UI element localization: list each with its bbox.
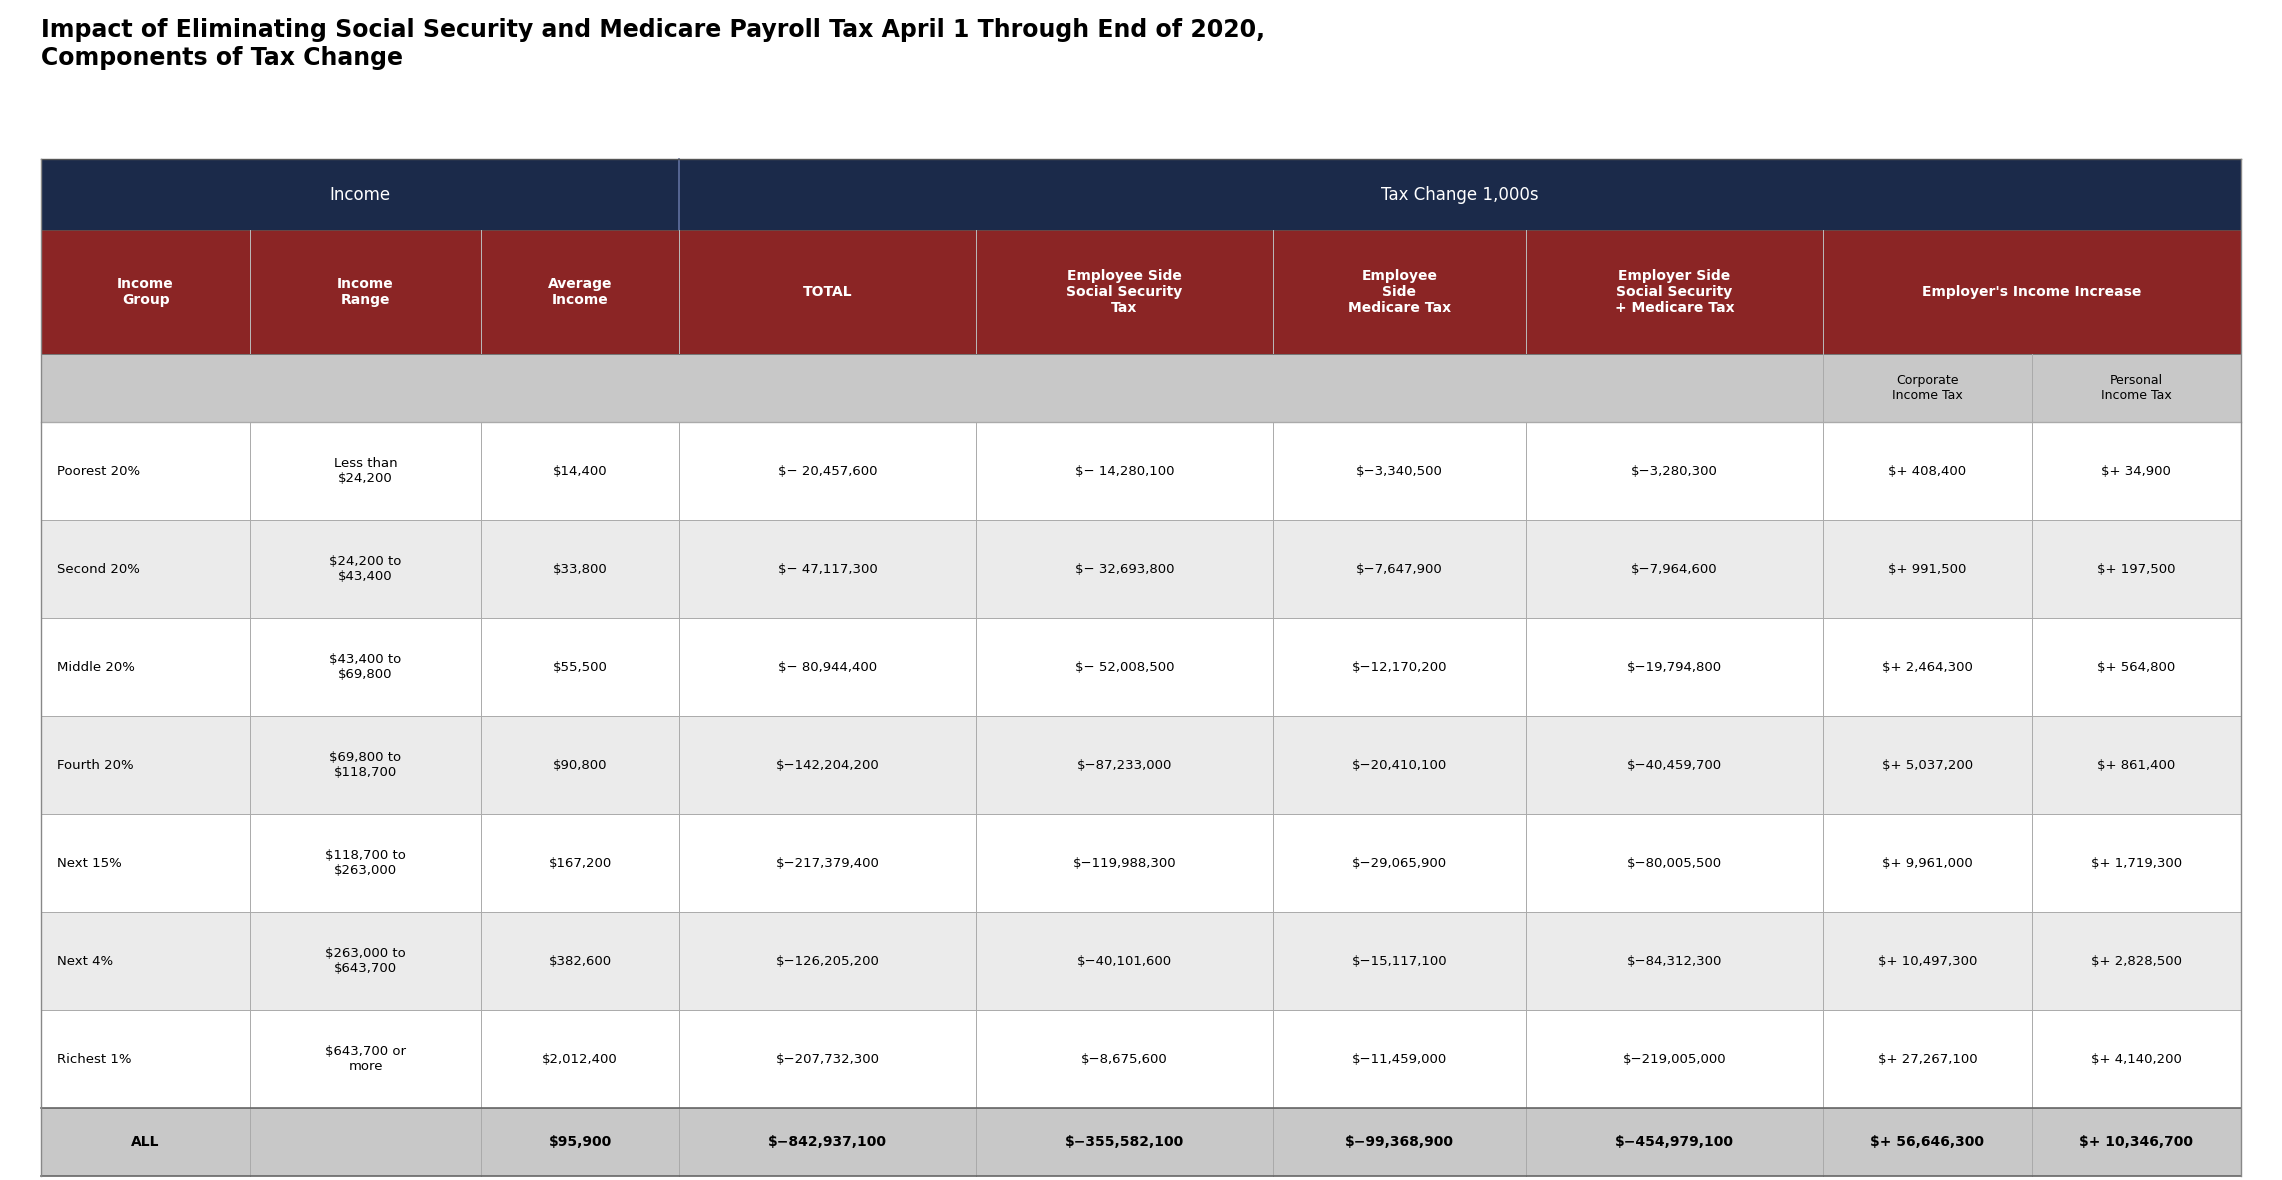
Text: $− 20,457,600: $− 20,457,600 <box>778 465 876 478</box>
Text: $−217,379,400: $−217,379,400 <box>776 857 879 870</box>
Text: $−7,964,600: $−7,964,600 <box>1632 563 1718 576</box>
Text: Personal
Income Tax: Personal Income Tax <box>2102 374 2172 402</box>
Text: $−20,410,100: $−20,410,100 <box>1351 759 1447 772</box>
Bar <box>41 814 2241 912</box>
Text: $+ 2,828,500: $+ 2,828,500 <box>2090 955 2182 968</box>
Text: Impact of Eliminating Social Security and Medicare Payroll Tax April 1 Through E: Impact of Eliminating Social Security an… <box>41 18 1264 70</box>
Bar <box>41 716 2241 814</box>
Text: $118,700 to
$263,000: $118,700 to $263,000 <box>324 850 406 877</box>
Text: $+ 10,346,700: $+ 10,346,700 <box>2079 1135 2193 1149</box>
Text: $−40,459,700: $−40,459,700 <box>1627 759 1723 772</box>
Text: Employee Side
Social Security
Tax: Employee Side Social Security Tax <box>1066 269 1182 315</box>
Text: Employer's Income Increase: Employer's Income Increase <box>1921 286 2141 299</box>
Text: Income: Income <box>329 185 390 204</box>
Text: $+ 34,900: $+ 34,900 <box>2102 465 2172 478</box>
Text: $+ 4,140,200: $+ 4,140,200 <box>2090 1053 2182 1066</box>
Bar <box>41 354 2241 422</box>
Bar <box>41 422 2241 520</box>
Bar <box>41 912 2241 1010</box>
Text: Income
Group: Income Group <box>116 277 173 307</box>
Text: $− 52,008,500: $− 52,008,500 <box>1075 661 1175 674</box>
Text: $+ 27,267,100: $+ 27,267,100 <box>1878 1053 1976 1066</box>
Text: $−99,368,900: $−99,368,900 <box>1344 1135 1454 1149</box>
Text: $− 47,117,300: $− 47,117,300 <box>778 563 876 576</box>
Text: $−126,205,200: $−126,205,200 <box>776 955 879 968</box>
Text: $−3,280,300: $−3,280,300 <box>1632 465 1718 478</box>
Text: $−19,794,800: $−19,794,800 <box>1627 661 1723 674</box>
Text: $−842,937,100: $−842,937,100 <box>769 1135 888 1149</box>
Text: $−207,732,300: $−207,732,300 <box>776 1053 879 1066</box>
Text: $−8,675,600: $−8,675,600 <box>1082 1053 1168 1066</box>
Bar <box>41 1108 2241 1176</box>
Text: $−80,005,500: $−80,005,500 <box>1627 857 1723 870</box>
Text: $+ 56,646,300: $+ 56,646,300 <box>1871 1135 1985 1149</box>
Text: $+ 197,500: $+ 197,500 <box>2097 563 2175 576</box>
Bar <box>41 1010 2241 1108</box>
Text: Second 20%: Second 20% <box>57 563 139 576</box>
Text: Income
Range: Income Range <box>338 277 395 307</box>
Text: Tax Change 1,000s: Tax Change 1,000s <box>1381 185 1538 204</box>
Text: $− 32,693,800: $− 32,693,800 <box>1075 563 1175 576</box>
Text: $+ 861,400: $+ 861,400 <box>2097 759 2175 772</box>
Text: $643,700 or
more: $643,700 or more <box>324 1045 406 1073</box>
Text: $−142,204,200: $−142,204,200 <box>776 759 879 772</box>
Text: $−7,647,900: $−7,647,900 <box>1356 563 1442 576</box>
Text: $+ 1,719,300: $+ 1,719,300 <box>2090 857 2182 870</box>
Text: $263,000 to
$643,700: $263,000 to $643,700 <box>324 948 406 975</box>
Text: Average
Income: Average Income <box>548 277 612 307</box>
Text: $+ 5,037,200: $+ 5,037,200 <box>1883 759 1974 772</box>
Bar <box>41 159 2241 230</box>
Text: $24,200 to
$43,400: $24,200 to $43,400 <box>329 556 402 583</box>
Text: $− 80,944,400: $− 80,944,400 <box>778 661 876 674</box>
Bar <box>41 520 2241 618</box>
Text: $−219,005,000: $−219,005,000 <box>1623 1053 1725 1066</box>
Text: $−3,340,500: $−3,340,500 <box>1356 465 1442 478</box>
Text: $+ 408,400: $+ 408,400 <box>1889 465 1967 478</box>
Text: $−87,233,000: $−87,233,000 <box>1077 759 1173 772</box>
Text: Less than
$24,200: Less than $24,200 <box>333 458 397 485</box>
Text: Fourth 20%: Fourth 20% <box>57 759 135 772</box>
Bar <box>41 230 2241 354</box>
Bar <box>41 618 2241 716</box>
Text: $−84,312,300: $−84,312,300 <box>1627 955 1723 968</box>
Text: $−40,101,600: $−40,101,600 <box>1077 955 1173 968</box>
Text: $14,400: $14,400 <box>552 465 607 478</box>
Text: ALL: ALL <box>132 1135 160 1149</box>
Text: Corporate
Income Tax: Corporate Income Tax <box>1892 374 1963 402</box>
Text: $− 14,280,100: $− 14,280,100 <box>1075 465 1175 478</box>
Text: $95,900: $95,900 <box>548 1135 612 1149</box>
Text: $+ 2,464,300: $+ 2,464,300 <box>1883 661 1974 674</box>
Text: $+ 10,497,300: $+ 10,497,300 <box>1878 955 1976 968</box>
Text: $+ 991,500: $+ 991,500 <box>1887 563 1967 576</box>
Text: $55,500: $55,500 <box>552 661 607 674</box>
Text: Employee
Side
Medicare Tax: Employee Side Medicare Tax <box>1349 269 1451 315</box>
Text: $−15,117,100: $−15,117,100 <box>1351 955 1447 968</box>
Text: Poorest 20%: Poorest 20% <box>57 465 139 478</box>
Text: $−11,459,000: $−11,459,000 <box>1351 1053 1447 1066</box>
Text: Employer Side
Social Security
+ Medicare Tax: Employer Side Social Security + Medicare… <box>1616 269 1734 315</box>
Text: $+ 9,961,000: $+ 9,961,000 <box>1883 857 1974 870</box>
Text: $33,800: $33,800 <box>552 563 607 576</box>
Text: Next 4%: Next 4% <box>57 955 114 968</box>
Text: $−454,979,100: $−454,979,100 <box>1616 1135 1734 1149</box>
Text: $−355,582,100: $−355,582,100 <box>1066 1135 1184 1149</box>
Text: Next 15%: Next 15% <box>57 857 121 870</box>
Text: TOTAL: TOTAL <box>803 286 853 299</box>
Text: $−12,170,200: $−12,170,200 <box>1351 661 1447 674</box>
Text: $−119,988,300: $−119,988,300 <box>1073 857 1175 870</box>
Text: $167,200: $167,200 <box>548 857 612 870</box>
Text: $69,800 to
$118,700: $69,800 to $118,700 <box>329 752 402 779</box>
Text: $90,800: $90,800 <box>552 759 607 772</box>
Text: Middle 20%: Middle 20% <box>57 661 135 674</box>
Text: Richest 1%: Richest 1% <box>57 1053 132 1066</box>
Text: $382,600: $382,600 <box>548 955 612 968</box>
Text: $2,012,400: $2,012,400 <box>543 1053 618 1066</box>
Text: $+ 564,800: $+ 564,800 <box>2097 661 2175 674</box>
Text: $43,400 to
$69,800: $43,400 to $69,800 <box>329 654 402 681</box>
Text: $−29,065,900: $−29,065,900 <box>1351 857 1447 870</box>
